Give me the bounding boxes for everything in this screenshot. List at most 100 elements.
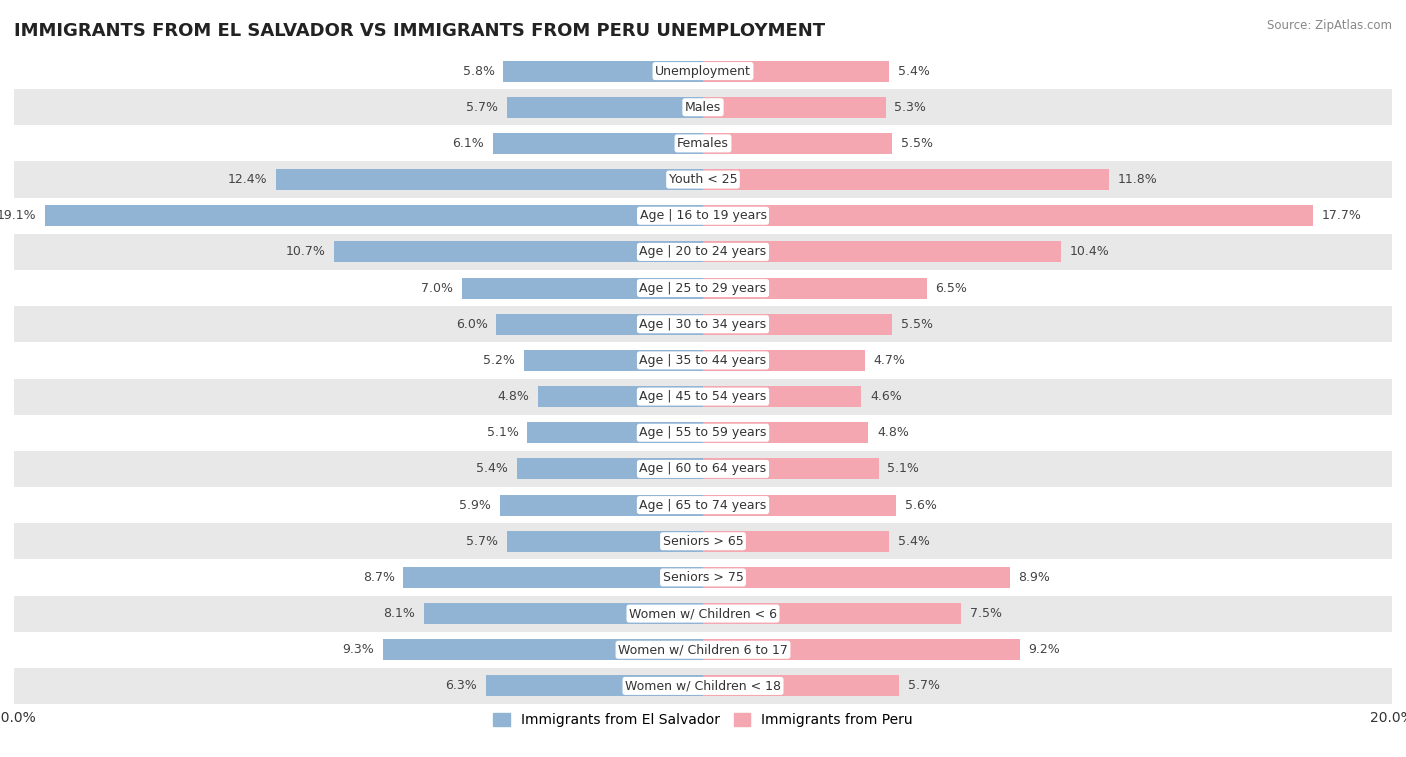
Bar bbox=[14, 53, 1392, 89]
Bar bbox=[703, 675, 900, 696]
Bar bbox=[14, 378, 1392, 415]
Bar bbox=[404, 567, 703, 588]
Bar bbox=[14, 161, 1392, 198]
Text: 5.5%: 5.5% bbox=[901, 137, 934, 150]
Bar bbox=[486, 675, 703, 696]
Text: 7.5%: 7.5% bbox=[970, 607, 1002, 620]
Text: Unemployment: Unemployment bbox=[655, 64, 751, 77]
Text: 9.2%: 9.2% bbox=[1029, 643, 1060, 656]
Bar bbox=[494, 133, 703, 154]
Bar bbox=[14, 270, 1392, 306]
Text: Age | 35 to 44 years: Age | 35 to 44 years bbox=[640, 354, 766, 367]
Bar bbox=[517, 459, 703, 479]
Text: 6.1%: 6.1% bbox=[453, 137, 484, 150]
Text: 5.7%: 5.7% bbox=[465, 101, 498, 114]
Bar bbox=[461, 278, 703, 298]
Text: 5.1%: 5.1% bbox=[887, 463, 920, 475]
Text: Seniors > 75: Seniors > 75 bbox=[662, 571, 744, 584]
Bar bbox=[703, 133, 893, 154]
Bar bbox=[276, 169, 703, 190]
Text: Age | 30 to 34 years: Age | 30 to 34 years bbox=[640, 318, 766, 331]
Bar bbox=[527, 422, 703, 444]
Text: 6.0%: 6.0% bbox=[456, 318, 488, 331]
Bar bbox=[14, 306, 1392, 342]
Text: 5.2%: 5.2% bbox=[484, 354, 515, 367]
Bar bbox=[14, 415, 1392, 451]
Text: 5.3%: 5.3% bbox=[894, 101, 927, 114]
Bar bbox=[703, 313, 893, 335]
Bar bbox=[506, 97, 703, 118]
Text: 9.3%: 9.3% bbox=[342, 643, 374, 656]
Bar bbox=[703, 350, 865, 371]
Text: Women w/ Children < 6: Women w/ Children < 6 bbox=[628, 607, 778, 620]
Bar bbox=[703, 603, 962, 624]
Bar bbox=[499, 494, 703, 516]
Text: 5.7%: 5.7% bbox=[908, 680, 941, 693]
Text: Youth < 25: Youth < 25 bbox=[669, 173, 737, 186]
Bar bbox=[14, 596, 1392, 631]
Text: 5.8%: 5.8% bbox=[463, 64, 495, 77]
Text: 8.1%: 8.1% bbox=[384, 607, 415, 620]
Bar bbox=[14, 631, 1392, 668]
Bar bbox=[14, 126, 1392, 161]
Bar bbox=[703, 386, 862, 407]
Text: 19.1%: 19.1% bbox=[0, 209, 37, 223]
Bar bbox=[703, 459, 879, 479]
Bar bbox=[14, 342, 1392, 378]
Bar bbox=[703, 97, 886, 118]
Text: 8.9%: 8.9% bbox=[1018, 571, 1050, 584]
Text: 5.9%: 5.9% bbox=[460, 499, 491, 512]
Bar bbox=[537, 386, 703, 407]
Bar bbox=[14, 451, 1392, 487]
Bar bbox=[496, 313, 703, 335]
Bar bbox=[524, 350, 703, 371]
Text: Age | 25 to 29 years: Age | 25 to 29 years bbox=[640, 282, 766, 294]
Bar bbox=[703, 169, 1109, 190]
Bar bbox=[335, 241, 703, 263]
Text: IMMIGRANTS FROM EL SALVADOR VS IMMIGRANTS FROM PERU UNEMPLOYMENT: IMMIGRANTS FROM EL SALVADOR VS IMMIGRANT… bbox=[14, 22, 825, 40]
Text: 5.4%: 5.4% bbox=[897, 64, 929, 77]
Bar bbox=[14, 89, 1392, 126]
Bar bbox=[703, 61, 889, 82]
Bar bbox=[45, 205, 703, 226]
Bar bbox=[703, 205, 1313, 226]
Text: 5.4%: 5.4% bbox=[477, 463, 509, 475]
Bar bbox=[14, 668, 1392, 704]
Text: 5.4%: 5.4% bbox=[897, 534, 929, 548]
Text: Age | 45 to 54 years: Age | 45 to 54 years bbox=[640, 390, 766, 403]
Text: Age | 20 to 24 years: Age | 20 to 24 years bbox=[640, 245, 766, 258]
Text: 5.7%: 5.7% bbox=[465, 534, 498, 548]
Bar bbox=[703, 531, 889, 552]
Text: Age | 55 to 59 years: Age | 55 to 59 years bbox=[640, 426, 766, 439]
Text: Seniors > 65: Seniors > 65 bbox=[662, 534, 744, 548]
Text: Age | 60 to 64 years: Age | 60 to 64 years bbox=[640, 463, 766, 475]
Bar bbox=[503, 61, 703, 82]
Text: 4.8%: 4.8% bbox=[877, 426, 908, 439]
Bar bbox=[14, 234, 1392, 270]
Bar bbox=[14, 523, 1392, 559]
Bar bbox=[703, 278, 927, 298]
Bar bbox=[14, 487, 1392, 523]
Bar bbox=[703, 567, 1010, 588]
Text: Source: ZipAtlas.com: Source: ZipAtlas.com bbox=[1267, 19, 1392, 32]
Bar bbox=[506, 531, 703, 552]
Text: Males: Males bbox=[685, 101, 721, 114]
Bar bbox=[382, 639, 703, 660]
Text: 4.7%: 4.7% bbox=[873, 354, 905, 367]
Text: Age | 65 to 74 years: Age | 65 to 74 years bbox=[640, 499, 766, 512]
Text: 5.6%: 5.6% bbox=[904, 499, 936, 512]
Text: 11.8%: 11.8% bbox=[1118, 173, 1157, 186]
Text: 4.8%: 4.8% bbox=[498, 390, 529, 403]
Legend: Immigrants from El Salvador, Immigrants from Peru: Immigrants from El Salvador, Immigrants … bbox=[488, 708, 918, 733]
Text: 5.1%: 5.1% bbox=[486, 426, 519, 439]
Text: Age | 16 to 19 years: Age | 16 to 19 years bbox=[640, 209, 766, 223]
Bar bbox=[703, 639, 1019, 660]
Bar bbox=[703, 422, 869, 444]
Text: 10.4%: 10.4% bbox=[1070, 245, 1109, 258]
Bar bbox=[14, 559, 1392, 596]
Bar bbox=[703, 494, 896, 516]
Bar bbox=[703, 241, 1062, 263]
Bar bbox=[14, 198, 1392, 234]
Text: Women w/ Children 6 to 17: Women w/ Children 6 to 17 bbox=[619, 643, 787, 656]
Text: 8.7%: 8.7% bbox=[363, 571, 395, 584]
